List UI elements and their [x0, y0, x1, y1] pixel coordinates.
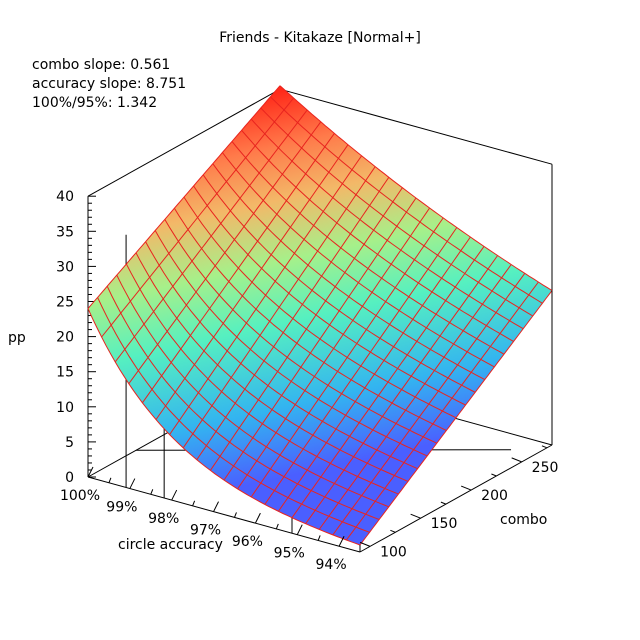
x-axis-label: circle accuracy	[118, 537, 223, 553]
y-tick	[359, 541, 371, 547]
annotation-combo-slope: combo slope: 0.561	[32, 57, 170, 73]
mesh-line-accuracy	[169, 155, 363, 435]
z-tick-label: 15	[56, 365, 74, 381]
mesh-line-accuracy	[141, 133, 335, 404]
z-tick-label: 0	[65, 470, 74, 486]
y-axis-label: combo	[500, 512, 547, 528]
mesh-line-accuracy	[359, 290, 553, 546]
y-tick	[460, 485, 472, 491]
annotation-accuracy-slope: accuracy slope: 8.751	[32, 76, 186, 92]
z-tick-label: 5	[65, 435, 74, 451]
mesh-line-accuracy	[250, 217, 444, 498]
x-axis: 100% 99% 98% 97% 96% 95% 94%	[60, 466, 347, 573]
mesh-line-accuracy	[101, 97, 294, 338]
y-tick-label: 200	[481, 488, 508, 504]
y-minor-tick	[491, 473, 497, 477]
mesh-line-accuracy	[318, 264, 512, 530]
z-tick-label: 30	[56, 259, 74, 275]
mesh-line-accuracy	[128, 121, 322, 384]
x-tick-label: 97%	[190, 523, 221, 539]
frame-edge	[359, 444, 553, 553]
z-axis-label: pp	[8, 330, 26, 346]
x-minor-tick	[275, 523, 279, 530]
x-minor-tick	[192, 500, 196, 507]
x-minor-tick	[108, 477, 112, 483]
mesh-line-accuracy	[209, 187, 403, 471]
y-tick-label: 100	[380, 544, 407, 560]
x-tick-label: 98%	[148, 511, 179, 527]
x-minor-tick	[317, 535, 321, 541]
x-tick	[338, 536, 345, 547]
z-tick-label: 25	[56, 295, 74, 311]
mesh-line-accuracy	[223, 197, 417, 481]
mesh-line-accuracy	[291, 246, 485, 518]
y-tick-label: 250	[532, 460, 559, 476]
mesh-line-accuracy	[114, 109, 308, 363]
front-frame	[87, 290, 553, 553]
x-tick	[213, 501, 219, 512]
y-minor-tick	[390, 529, 396, 533]
mesh-line-accuracy	[237, 207, 431, 490]
y-axis: 100 150 200 250	[359, 445, 559, 560]
x-tick-label: 94%	[316, 557, 347, 573]
y-minor-tick	[541, 445, 548, 449]
annotation-ratio: 100%/95%: 1.342	[32, 95, 157, 111]
mesh-line-accuracy	[305, 255, 499, 524]
mesh-line-accuracy	[182, 166, 376, 449]
x-minor-tick	[233, 512, 237, 518]
x-tick-label: 96%	[232, 534, 263, 550]
x-tick	[87, 466, 94, 478]
x-tick-label: 99%	[106, 500, 137, 516]
mesh-line-accuracy	[87, 85, 281, 309]
x-tick	[171, 489, 178, 501]
z-tick-label: 35	[56, 224, 74, 240]
z-tick-label: 20	[56, 330, 74, 346]
z-tick-label: 40	[56, 189, 74, 205]
y-tick-label: 150	[431, 516, 458, 532]
y-tick	[410, 513, 421, 519]
chart-title: Friends - Kitakaze [Normal+]	[219, 30, 421, 46]
x-minor-tick	[150, 489, 154, 495]
x-tick	[129, 478, 136, 489]
mesh-line-accuracy	[196, 177, 390, 460]
mesh-line-accuracy	[332, 273, 526, 536]
x-tick	[296, 524, 303, 535]
z-tick-label: 10	[56, 400, 74, 416]
y-minor-tick	[440, 501, 447, 505]
x-tick-label: 95%	[274, 546, 305, 562]
frame-edge	[87, 476, 361, 553]
surface	[87, 85, 553, 546]
frame-edge	[87, 88, 281, 197]
x-tick	[254, 512, 261, 524]
z-axis: 0 5 10 15 20 25 30 35 40	[56, 189, 96, 486]
x-tick-label: 100%	[60, 488, 100, 504]
mesh-line-accuracy	[345, 281, 539, 541]
frame-edge	[279, 88, 553, 165]
mesh-line-accuracy	[277, 236, 471, 512]
mesh-line-accuracy	[264, 227, 458, 505]
y-tick	[511, 457, 522, 463]
mesh-line-accuracy	[155, 144, 349, 420]
